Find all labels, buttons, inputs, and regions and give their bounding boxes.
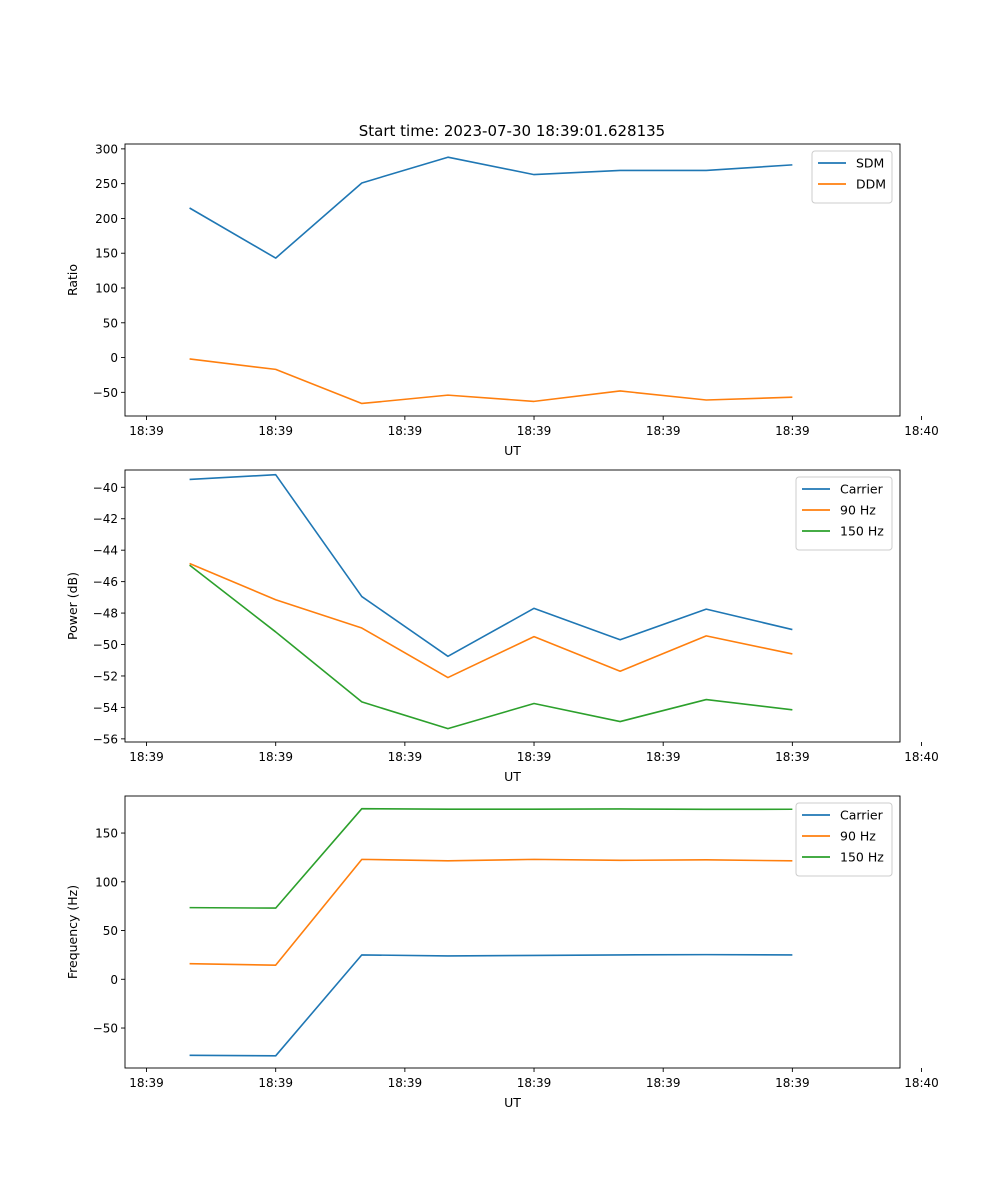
x-tick-label: 18:40	[904, 1076, 939, 1090]
x-tick-label: 18:40	[904, 424, 939, 438]
y-tick-label: −50	[93, 638, 118, 652]
legend: Carrier 90 Hz 150 Hz	[795, 476, 893, 551]
axes-frame	[124, 143, 901, 417]
chart-panel-2: 18:39 18:39 18:39 18:39 18:39 18:39 18:40 −56 −5…	[65, 469, 939, 784]
x-tick-label: 18:39	[388, 750, 423, 764]
series-line-sdm	[189, 156, 793, 259]
chart-panel-1: 18:39 18:39 18:39 18:39 18:39 18:39 18:40 −50 0 5…	[65, 142, 939, 458]
y-tick-label: 0	[110, 973, 118, 987]
y-tick-label: −42	[93, 512, 118, 526]
series-line-carrier	[189, 953, 793, 1057]
y-axis-label: Ratio	[65, 264, 80, 296]
x-tick-label: 18:40	[904, 750, 939, 764]
x-tick-label: 18:39	[129, 424, 164, 438]
y-axis-label: Frequency (Hz)	[65, 885, 80, 979]
legend-label: SDM	[856, 156, 884, 171]
x-tick-label: 18:39	[646, 1076, 681, 1090]
axes-frame	[124, 795, 901, 1069]
x-tick-label: 18:39	[775, 750, 810, 764]
axes-frame	[124, 469, 901, 743]
legend-label: 90 Hz	[840, 503, 876, 518]
y-tick-label: −54	[93, 701, 118, 715]
y-tick-label: −40	[93, 481, 118, 495]
x-tick-label: 18:39	[129, 1076, 164, 1090]
y-tick-label: 300	[95, 142, 118, 156]
y-tick-label: 200	[95, 212, 118, 226]
y-tick-label: −44	[93, 544, 118, 558]
legend-box	[811, 150, 893, 204]
y-tick-label: 50	[103, 316, 118, 330]
legend: SDM DDM	[811, 150, 893, 204]
legend-label: DDM	[856, 177, 886, 192]
y-tick-label: −46	[93, 575, 118, 589]
x-tick-label: 18:39	[258, 750, 293, 764]
y-tick-label: 100	[95, 875, 118, 889]
y-tick-label: −52	[93, 669, 118, 683]
y-tick-label: −50	[93, 1022, 118, 1036]
x-tick-label: 18:39	[388, 1076, 423, 1090]
chart-title: Start time: 2023-07-30 18:39:01.628135	[359, 122, 665, 140]
y-tick-label: 50	[103, 924, 118, 938]
x-axis-label: UT	[504, 769, 521, 784]
x-tick-label: 18:39	[258, 424, 293, 438]
x-axis-label: UT	[504, 443, 521, 458]
x-tick-label: 18:39	[517, 1076, 552, 1090]
y-tick-label: −56	[93, 732, 118, 746]
x-tick-label: 18:39	[258, 1076, 293, 1090]
legend: Carrier 90 Hz 150 Hz	[795, 802, 893, 877]
x-tick-label: 18:39	[646, 750, 681, 764]
chart-panel-3: 18:39 18:39 18:39 18:39 18:39 18:39 18:40 −50 0 5…	[65, 795, 939, 1110]
y-tick-label: −50	[93, 386, 118, 400]
series-line-ddm	[189, 358, 793, 405]
y-axis-label: Power (dB)	[65, 572, 80, 640]
series-line-90-hz	[189, 562, 793, 679]
series-line-carrier	[189, 473, 793, 658]
legend-label: 90 Hz	[840, 829, 876, 844]
y-tick-label: −48	[93, 607, 118, 621]
x-tick-label: 18:39	[775, 424, 810, 438]
legend-label: Carrier	[840, 808, 884, 823]
x-axis-label: UT	[504, 1095, 521, 1110]
legend-label: Carrier	[840, 482, 884, 497]
x-tick-label: 18:39	[517, 424, 552, 438]
y-tick-label: 100	[95, 282, 118, 296]
series-line-150-hz	[189, 807, 793, 909]
y-tick-label: 150	[95, 247, 118, 261]
x-tick-label: 18:39	[517, 750, 552, 764]
x-tick-label: 18:39	[646, 424, 681, 438]
legend-label: 150 Hz	[840, 850, 884, 865]
y-tick-label: 250	[95, 177, 118, 191]
y-tick-label: 150	[95, 827, 118, 841]
series-line-90-hz	[189, 858, 793, 966]
x-tick-label: 18:39	[388, 424, 423, 438]
x-tick-label: 18:39	[775, 1076, 810, 1090]
x-tick-label: 18:39	[129, 750, 164, 764]
legend-label: 150 Hz	[840, 524, 884, 539]
y-tick-label: 0	[110, 351, 118, 365]
series-line-150-hz	[189, 564, 793, 730]
